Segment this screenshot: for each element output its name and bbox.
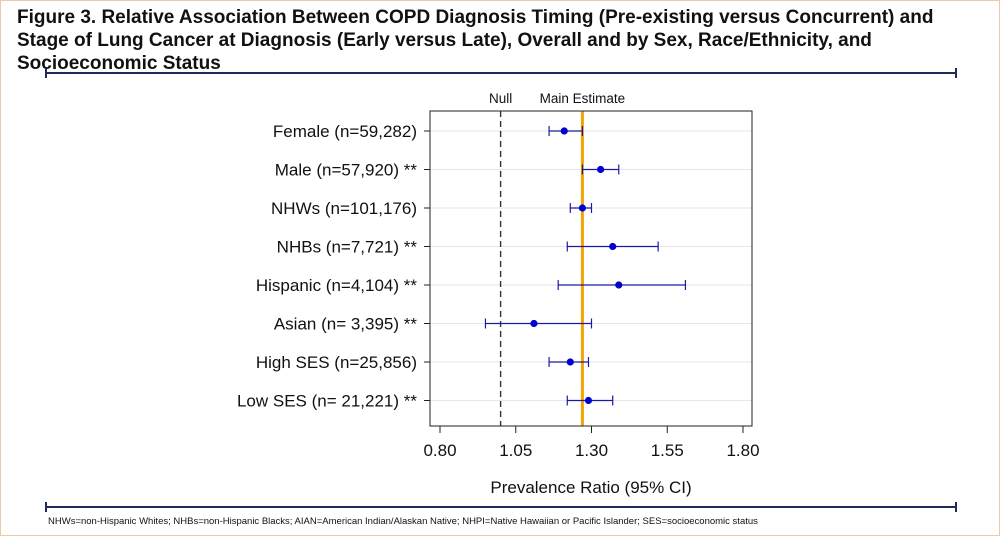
- row-label: Female (n=59,282): [273, 122, 417, 141]
- point-estimate: [615, 281, 623, 289]
- reference-line-label: Null: [489, 91, 512, 106]
- row-label: High SES (n=25,856): [256, 353, 417, 372]
- point-estimate: [566, 358, 574, 366]
- x-tick-label: 1.05: [499, 441, 532, 460]
- x-tick-label: 1.30: [575, 441, 608, 460]
- grid-layer: [430, 130, 752, 401]
- reference-line-label: Main Estimate: [540, 91, 626, 106]
- forest-plot: Null Main Estimate Female (n=59,282) Male …: [237, 91, 760, 497]
- point-estimate: [584, 396, 593, 405]
- x-axis-label: Prevalence Ratio (95% CI): [490, 478, 691, 497]
- footnote: NHWs=non-Hispanic Whites; NHBs=non-Hispa…: [48, 516, 758, 527]
- reference-lines: Null Main Estimate: [489, 91, 625, 426]
- x-tick-label: 1.80: [726, 441, 759, 460]
- bottom-rule: [45, 502, 957, 512]
- x-tick-label: 1.55: [651, 441, 684, 460]
- x-tick-label: 0.80: [423, 441, 456, 460]
- row-label: Male (n=57,920) **: [275, 161, 418, 180]
- row-label: Low SES (n= 21,221) **: [237, 392, 417, 411]
- row-label: Hispanic (n=4,104) **: [256, 276, 418, 295]
- row-label: NHBs (n=7,721) **: [277, 238, 418, 257]
- forest-rows: Female (n=59,282) Male (n=57,920) ** NHWs …: [237, 122, 687, 411]
- x-axis: 0.80 1.05 1.30 1.55 1.80: [423, 130, 760, 460]
- figure-title: Figure 3. Relative Association Between C…: [17, 7, 934, 74]
- row-label: Asian (n= 3,395) **: [274, 315, 418, 334]
- point-estimate: [609, 242, 617, 251]
- point-estimate: [560, 127, 568, 135]
- plot-area-frame: [429, 110, 753, 427]
- point-estimate: [530, 319, 538, 328]
- point-estimate: [596, 165, 605, 174]
- top-rule: [45, 68, 957, 78]
- row-label: NHWs (n=101,176): [271, 199, 417, 218]
- point-estimate: [578, 204, 587, 212]
